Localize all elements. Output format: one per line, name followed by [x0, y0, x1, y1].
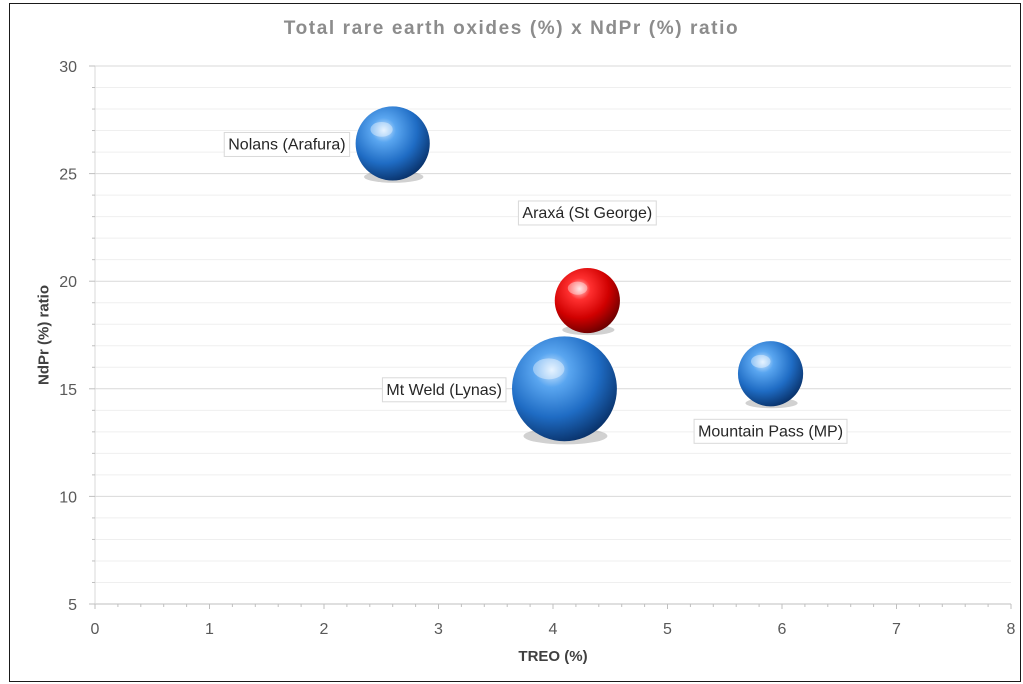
y-tick-label: 10	[59, 489, 77, 506]
x-tick-label: 4	[549, 621, 558, 638]
y-tick-label: 20	[59, 274, 77, 291]
bubble-highlight	[370, 121, 393, 137]
chart-frame	[9, 3, 1021, 682]
data-label-text: Mt Weld (Lynas)	[386, 382, 502, 399]
data-label: Nolans (Arafura)	[223, 131, 351, 157]
y-tick-label: 30	[59, 59, 77, 76]
data-label-box	[693, 418, 848, 444]
x-tick-label: 1	[205, 621, 214, 638]
y-tick-label: 25	[59, 167, 77, 184]
y-tick-label: 5	[68, 597, 77, 614]
x-tick-label: 8	[1007, 621, 1016, 638]
bubble-highlight	[567, 281, 588, 295]
bubble-highlight	[750, 354, 771, 368]
x-tick-label: 2	[320, 621, 329, 638]
x-axis-label: TREO (%)	[518, 648, 588, 665]
x-tick-label: 3	[434, 621, 443, 638]
data-label-text: Mountain Pass (MP)	[698, 423, 843, 440]
x-tick-label: 0	[91, 621, 100, 638]
data-label-text: Araxá (St George)	[522, 205, 652, 222]
bubble	[512, 336, 617, 442]
data-label: Araxá (St George)	[517, 200, 657, 226]
chart-title: Total rare earth oxides (%) x NdPr (%) r…	[283, 18, 740, 39]
data-label-box	[223, 131, 351, 157]
data-label-box	[517, 200, 657, 226]
x-tick-label: 7	[892, 621, 901, 638]
x-tick-label: 5	[663, 621, 672, 638]
data-label: Mountain Pass (MP)	[693, 418, 848, 444]
data-label-text: Nolans (Arafura)	[228, 136, 345, 153]
data-label: Mt Weld (Lynas)	[381, 377, 507, 403]
x-tick-label: 6	[778, 621, 787, 638]
bubble-highlight	[532, 358, 565, 380]
data-label-box	[381, 377, 507, 403]
bubble	[355, 106, 430, 181]
bubble	[737, 341, 804, 407]
bubble	[554, 267, 620, 334]
y-tick-label: 15	[59, 382, 77, 399]
